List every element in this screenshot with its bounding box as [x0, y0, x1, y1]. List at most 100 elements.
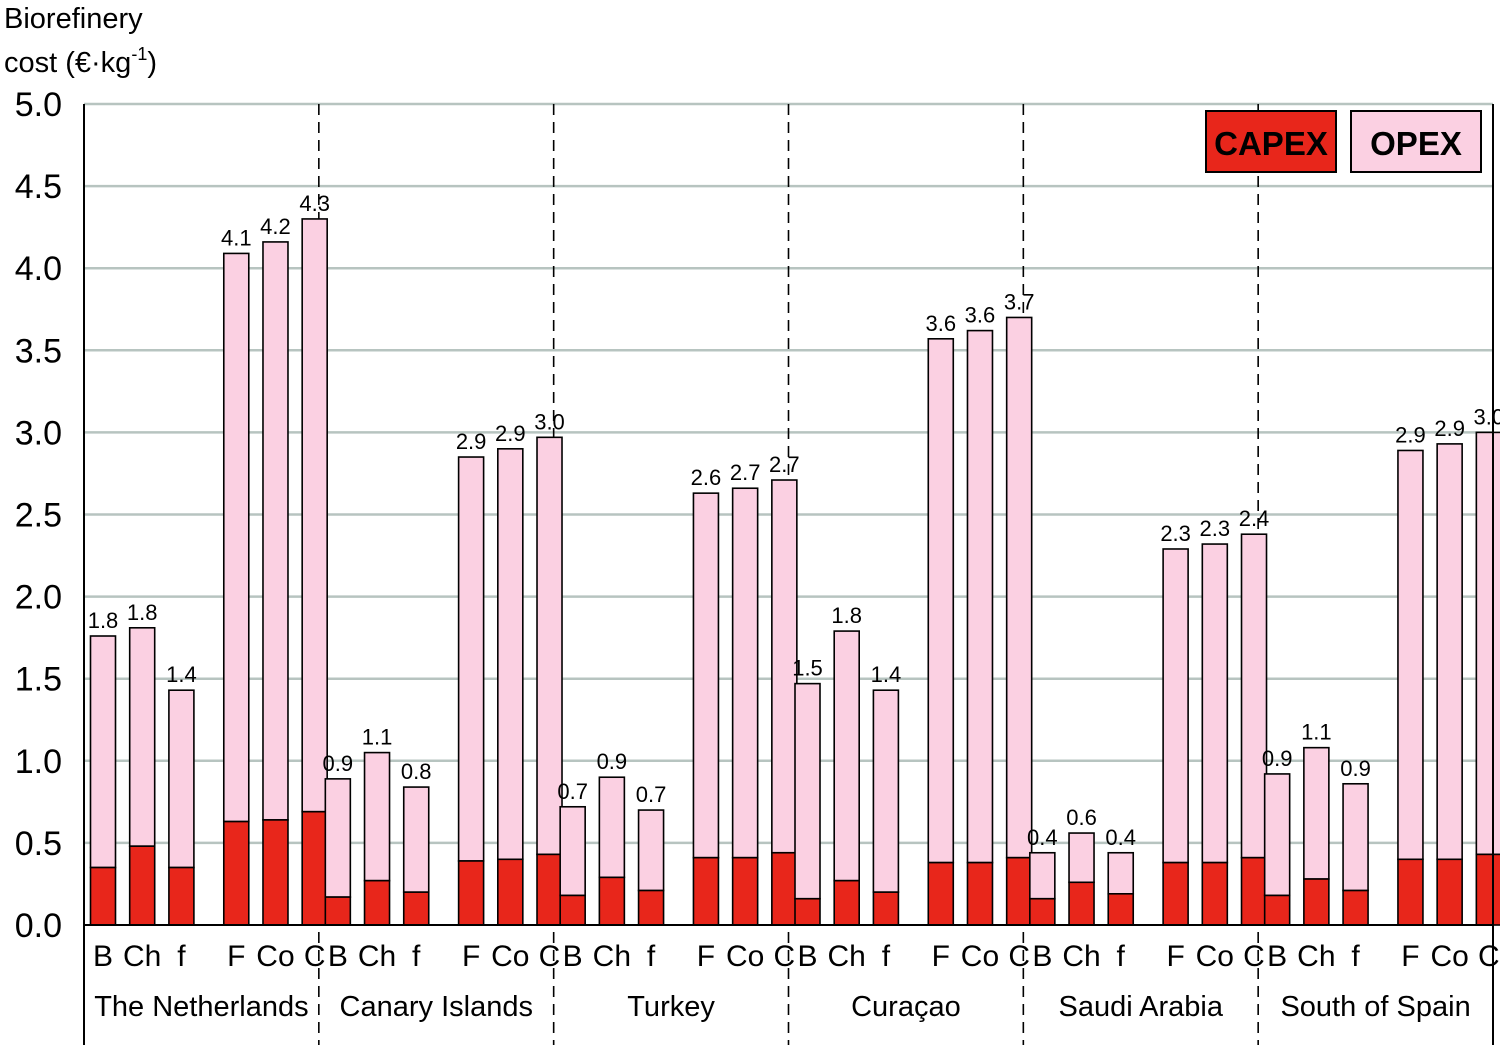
- value-label: 2.7: [769, 452, 800, 477]
- capex-bar: [222, 820, 250, 926]
- capex-bar: [1342, 889, 1369, 926]
- value-label: 0.7: [636, 782, 667, 807]
- opex-bar: [1303, 746, 1330, 880]
- value-label: 1.1: [362, 725, 393, 750]
- capex-bar: [1303, 878, 1330, 926]
- opex-bar: [1342, 782, 1369, 892]
- capex-bar: [1201, 861, 1229, 926]
- x-category-label: C: [304, 940, 326, 973]
- capex-bar: [262, 819, 289, 926]
- x-category-label: Co: [1430, 940, 1468, 973]
- value-labels: 1.8 1.8 1.4 4.1 4.2 4.3 0.9 1.1 0.8 2.9 2.9 3.0 0.7 0…: [88, 191, 1500, 850]
- capex-bar: [1263, 894, 1291, 926]
- capex-bar: [559, 894, 586, 926]
- capex-bar: [1397, 858, 1424, 926]
- opex-bar: [692, 492, 720, 859]
- value-label: 2.9: [456, 429, 487, 454]
- value-label: 0.6: [1066, 805, 1097, 830]
- opex-bar: [637, 809, 665, 892]
- x-category-label: B: [328, 940, 348, 973]
- y-tick-label: 1.0: [15, 743, 62, 781]
- y-axis-title-line2: cost (€·kg-1): [4, 44, 157, 79]
- capex-bar: [301, 810, 328, 926]
- x-category-label: Co: [256, 940, 294, 973]
- y-tick-label: 1.5: [15, 661, 62, 699]
- value-label: 2.9: [1434, 416, 1465, 441]
- x-category-label: C: [1243, 940, 1265, 973]
- x-category-label: C: [1008, 940, 1030, 973]
- value-label: 2.9: [495, 421, 526, 446]
- y-tick-label: 4.0: [15, 250, 62, 288]
- opex-bar: [1201, 543, 1229, 864]
- region-labels: The Netherlands Canary Islands Turkey Curaç…: [94, 991, 1471, 1023]
- capex-bar: [497, 858, 524, 926]
- y-tick-label: 0.0: [15, 907, 62, 945]
- x-category-label: C: [539, 940, 561, 973]
- region-label: South of Spain: [1280, 991, 1470, 1023]
- legend-capex-label: CAPEX: [1214, 125, 1328, 162]
- y-tick-labels: 0.0 0.5 1.0 1.5 2.0 2.5 3.0 3.5 4.0 4.5 5.0: [15, 86, 62, 945]
- value-label: 3.6: [925, 311, 956, 336]
- capex-bar: [1240, 856, 1268, 926]
- x-category-label: f: [647, 940, 656, 973]
- value-label: 1.4: [871, 662, 902, 687]
- value-label: 0.7: [557, 779, 588, 804]
- opex-bar: [1162, 548, 1189, 864]
- capex-bar: [637, 889, 665, 926]
- value-label: 4.1: [221, 225, 252, 250]
- x-category-label: F: [1401, 940, 1419, 973]
- axes: [83, 104, 1494, 1045]
- value-label: 1.5: [792, 656, 823, 681]
- value-label: 0.9: [597, 749, 628, 774]
- capex-bar: [872, 891, 900, 926]
- x-category-label: Co: [726, 940, 764, 973]
- x-category-label: f: [882, 940, 891, 973]
- capex-bar: [771, 851, 798, 926]
- x-category-label: Ch: [1062, 940, 1100, 973]
- region-label: Canary Islands: [340, 991, 533, 1023]
- opex-bar: [402, 786, 430, 893]
- region-label: Saudi Arabia: [1059, 991, 1224, 1023]
- value-label: 0.9: [323, 751, 354, 776]
- x-category-label: Ch: [593, 940, 631, 973]
- value-label: 4.2: [260, 214, 291, 239]
- y-axis-title-line1: Biorefinery: [4, 3, 143, 35]
- legend-capex-swatch: [1205, 110, 1337, 173]
- capex-bar: [1068, 881, 1095, 926]
- capex-bar: [1107, 893, 1135, 926]
- opex-bar: [559, 805, 586, 897]
- x-category-label: F: [462, 940, 480, 973]
- capex-bar: [402, 891, 430, 926]
- value-label: 3.0: [534, 409, 565, 434]
- value-label: 2.3: [1160, 521, 1191, 546]
- legend-opex-swatch: [1350, 110, 1482, 173]
- x-category-labels: B Ch f F Co C B Ch f F Co C B Ch f F Co C B Ch f F Co C B Ch f F Co C…: [93, 940, 1500, 973]
- capex-bar: [794, 897, 821, 926]
- capex-bar: [1162, 861, 1189, 926]
- value-label: 0.4: [1105, 825, 1136, 850]
- capex-bar: [927, 861, 955, 926]
- x-category-label: B: [93, 940, 113, 973]
- opex-bar: [1005, 316, 1033, 859]
- x-category-label: Ch: [123, 940, 161, 973]
- value-label: 0.8: [401, 759, 432, 784]
- x-category-label: Co: [961, 940, 999, 973]
- value-label: 2.9: [1395, 422, 1426, 447]
- value-label: 2.7: [730, 460, 761, 485]
- x-category-label: F: [1166, 940, 1184, 973]
- x-category-label: Co: [1196, 940, 1234, 973]
- capex-bar: [457, 860, 485, 926]
- x-category-label: F: [227, 940, 245, 973]
- opex-bar: [1263, 773, 1291, 897]
- capex-bar: [598, 876, 626, 926]
- x-category-label: F: [932, 940, 950, 973]
- y-tick-label: 2.0: [15, 579, 62, 617]
- value-label: 2.3: [1200, 516, 1231, 541]
- x-category-label: f: [177, 940, 186, 973]
- opex-bar: [794, 682, 821, 900]
- value-label: 0.9: [1340, 756, 1371, 781]
- opex-bar: [731, 487, 759, 859]
- value-label: 2.4: [1239, 506, 1270, 531]
- y-tick-label: 0.5: [15, 825, 62, 863]
